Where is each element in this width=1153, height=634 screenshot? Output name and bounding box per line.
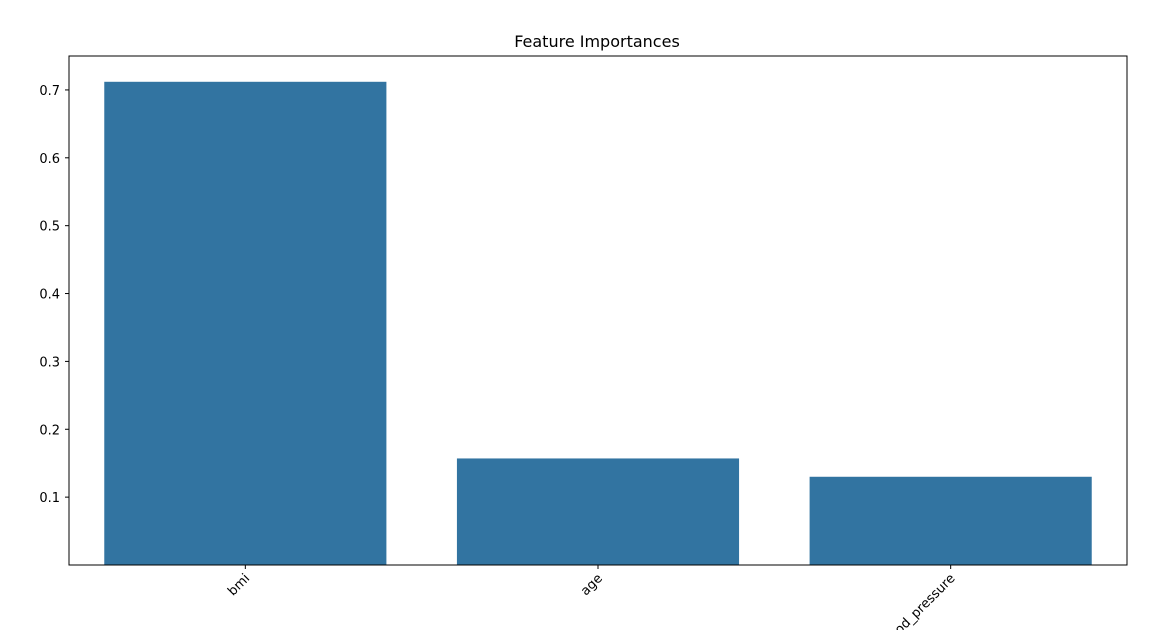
bar-age <box>456 458 740 565</box>
x-tick-label: age <box>578 571 606 599</box>
y-tick-label: 0.6 <box>39 152 60 167</box>
y-tick-label: 0.3 <box>39 355 60 370</box>
x-tick-label: bmi <box>225 571 253 599</box>
y-tick-label: 0.7 <box>39 84 60 99</box>
x-tick-label: blood_pressure <box>878 571 958 630</box>
bar-bmi <box>104 81 387 565</box>
y-tick-label: 0.5 <box>39 220 60 235</box>
bar-blood-pressure <box>809 476 1092 565</box>
chart-title: Feature Importances <box>514 32 680 51</box>
y-tick-label: 0.4 <box>39 288 60 303</box>
plot-frame <box>68 55 1128 566</box>
y-axis: 0.1 0.2 0.3 0.4 0.5 0.6 0.7 <box>39 84 69 506</box>
bars-group <box>104 81 1092 565</box>
y-tick-label: 0.1 <box>39 491 60 506</box>
x-axis: bmi age blood_pressure <box>225 565 958 634</box>
y-tick-label: 0.2 <box>39 423 60 438</box>
